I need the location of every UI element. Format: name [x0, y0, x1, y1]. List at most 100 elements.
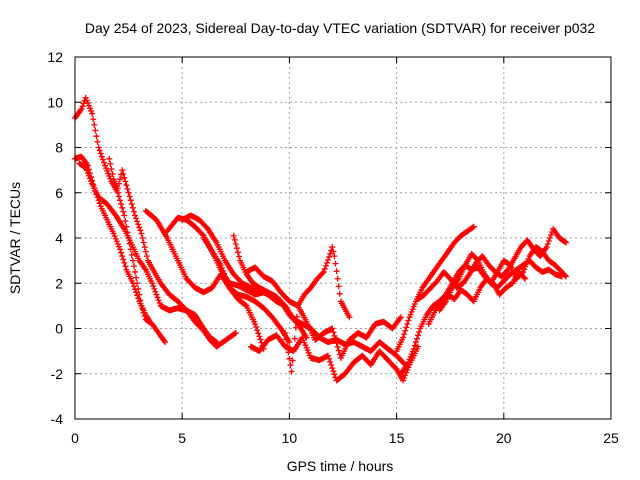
data-point — [283, 336, 290, 343]
data-point — [118, 201, 125, 208]
data-point — [327, 250, 334, 257]
data-point — [547, 231, 554, 238]
data-point — [326, 355, 333, 362]
data-point — [124, 185, 131, 192]
data-point — [139, 235, 146, 241]
data-point — [119, 253, 126, 260]
y-axis-label: SDTVAR / TECUs — [7, 182, 23, 294]
data-point — [156, 300, 163, 307]
data-point — [255, 330, 262, 337]
data-point — [89, 110, 96, 117]
data-point — [120, 208, 127, 215]
data-point — [506, 261, 513, 268]
data-point — [329, 244, 336, 251]
data-point — [329, 365, 336, 372]
data-point — [93, 133, 100, 140]
data-point — [132, 268, 139, 275]
data-point — [334, 275, 341, 282]
data-point — [133, 215, 140, 222]
data-point — [133, 289, 140, 296]
data-point — [331, 332, 338, 339]
y-tick-label: -2 — [51, 366, 64, 382]
data-point — [199, 231, 206, 238]
data-point — [135, 221, 142, 228]
data-point — [257, 336, 264, 343]
data-point — [320, 268, 327, 275]
data-point — [397, 314, 404, 321]
data-point — [405, 317, 412, 324]
data-point — [331, 253, 338, 260]
x-tick-label: 5 — [178, 430, 186, 446]
data-point — [152, 288, 159, 295]
data-point — [155, 297, 162, 304]
data-point — [129, 257, 136, 264]
data-point — [91, 121, 98, 128]
data-point — [109, 171, 116, 178]
data-point — [416, 328, 423, 335]
data-point — [232, 330, 239, 337]
data-point — [415, 332, 422, 339]
data-point — [284, 342, 291, 349]
data-point — [81, 164, 88, 171]
data-point — [114, 185, 121, 192]
data-point — [130, 208, 137, 215]
data-point — [150, 283, 157, 290]
x-tick-label: 25 — [603, 430, 619, 446]
data-point — [474, 256, 480, 263]
data-point — [334, 343, 341, 350]
data-point — [122, 218, 129, 225]
data-point — [293, 313, 300, 320]
data-point — [544, 241, 551, 248]
data-point — [129, 280, 136, 287]
y-tick-label: 0 — [55, 321, 63, 337]
data-point — [97, 150, 104, 157]
data-point — [142, 248, 149, 255]
data-point — [79, 103, 86, 110]
data-point — [130, 283, 137, 290]
y-tick-label: 2 — [55, 275, 63, 291]
data-point — [129, 204, 136, 211]
data-point — [256, 333, 263, 340]
data-point — [331, 371, 338, 378]
grid — [75, 57, 611, 419]
data-point — [469, 224, 476, 231]
x-tick-label: 10 — [282, 430, 298, 446]
data-point — [127, 197, 134, 204]
data-point — [126, 193, 133, 200]
data-point — [94, 138, 101, 145]
data-point — [332, 260, 339, 267]
data-point — [117, 176, 124, 183]
data-point — [95, 144, 102, 151]
chart-title: Day 254 of 2023, Sidereal Day-to-day VTE… — [85, 20, 595, 36]
data-point — [121, 259, 128, 266]
data-point — [333, 340, 340, 347]
data-point — [410, 345, 417, 352]
data-point — [132, 212, 139, 219]
data-point — [543, 244, 550, 251]
data-point — [236, 253, 243, 260]
data-point — [254, 327, 261, 334]
data-point — [231, 330, 238, 337]
x-tick-label: 20 — [496, 430, 512, 446]
data-point — [322, 262, 329, 269]
data-point — [292, 324, 299, 331]
data-point — [329, 325, 336, 332]
data-point — [117, 246, 124, 253]
data-point — [413, 335, 420, 342]
data-point — [504, 267, 511, 274]
data-point — [562, 239, 569, 246]
data-point — [119, 204, 126, 211]
data-point — [282, 330, 289, 337]
data-point — [561, 272, 568, 279]
data-point — [123, 182, 130, 189]
data-point — [100, 159, 107, 166]
data-point — [291, 335, 298, 342]
data-point — [121, 212, 128, 219]
data-point — [147, 318, 154, 325]
y-tick-label: -4 — [51, 411, 64, 427]
data-point — [108, 165, 115, 172]
data-point — [231, 236, 238, 243]
data-point — [411, 342, 418, 349]
data-point — [78, 106, 85, 113]
